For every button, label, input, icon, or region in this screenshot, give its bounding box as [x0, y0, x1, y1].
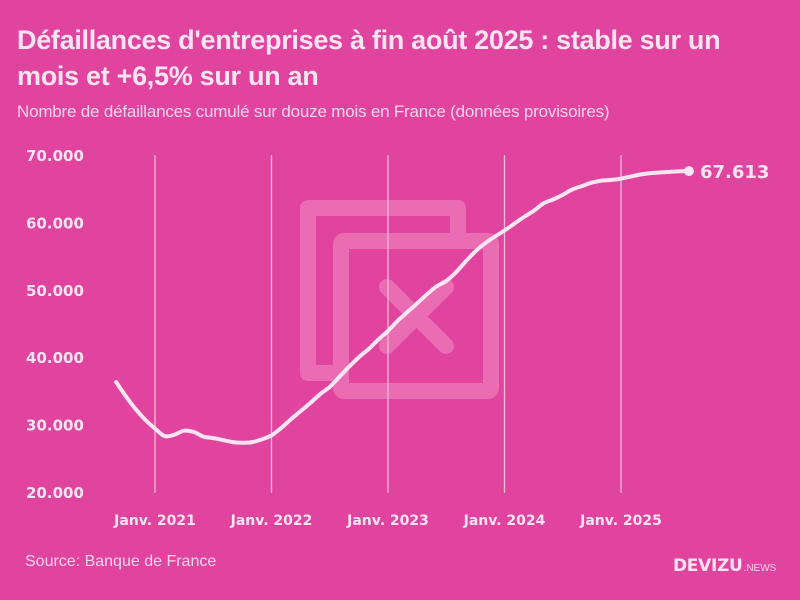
brand-logo: DEVIZU .NEWS	[673, 556, 776, 576]
y-tick-label: 40.000	[26, 349, 84, 367]
x-axis: Janv. 2021 Janv. 2022 Janv. 2023 Janv. 2024…	[113, 513, 662, 529]
y-tick-label: 70.000	[26, 147, 84, 165]
watermark-back-square	[300, 200, 466, 381]
end-value-label: 67.613	[700, 162, 769, 183]
watermark-front-square	[333, 233, 499, 399]
brand-suffix: .NEWS	[743, 563, 777, 574]
chart-title: Défaillances d'entreprises à fin août 20…	[17, 25, 721, 91]
watermark-x-stroke-2	[379, 279, 454, 354]
y-tick-label: 50.000	[26, 282, 84, 300]
brand-name: DEVIZU	[673, 556, 743, 576]
y-tick-label: 60.000	[26, 214, 84, 232]
y-axis: 20.000 30.000 40.000 50.000 60.000 70.000	[26, 147, 84, 502]
x-tick-label: Janv. 2021	[113, 513, 196, 529]
watermark-logo-icon	[300, 200, 499, 399]
chart-subtitle: Nombre de défaillances cumulé sur douze …	[17, 102, 610, 121]
end-point-marker	[683, 166, 694, 177]
y-tick-label: 20.000	[26, 484, 84, 502]
x-tick-label: Janv. 2023	[346, 513, 429, 529]
y-tick-label: 30.000	[26, 417, 84, 435]
x-tick-label: Janv. 2025	[579, 513, 662, 529]
x-tick-label: Janv. 2024	[463, 513, 546, 529]
source-note: Source: Banque de France	[25, 553, 217, 570]
series-line	[114, 169, 691, 445]
x-tick-label: Janv. 2022	[230, 513, 313, 529]
